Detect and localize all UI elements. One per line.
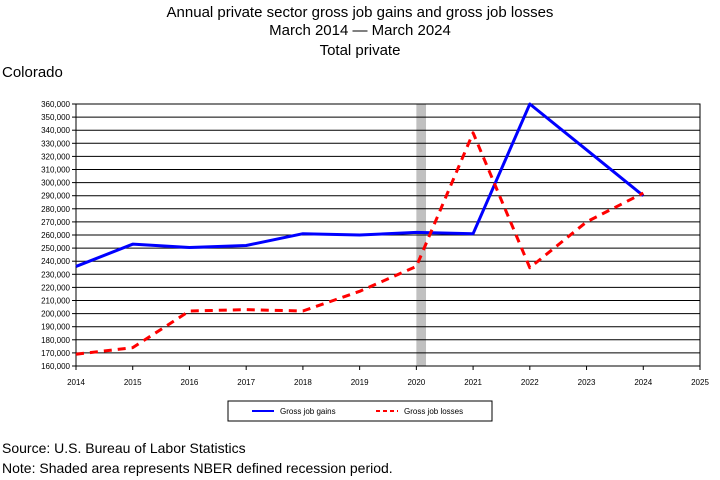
y-tick-label: 340,000 xyxy=(41,126,70,135)
x-tick-label: 2019 xyxy=(351,378,369,387)
y-tick-label: 310,000 xyxy=(41,166,70,175)
x-tick-label: 2015 xyxy=(124,378,142,387)
source-note: Source: U.S. Bureau of Labor Statistics xyxy=(2,440,246,456)
series-line-gross-job-losses xyxy=(75,131,644,356)
x-tick-label: 2020 xyxy=(407,378,425,387)
chart-title: Annual private sector gross job gains an… xyxy=(166,4,554,21)
legend-box xyxy=(227,400,493,422)
x-tick-label: 2024 xyxy=(634,378,652,387)
x-tick-label: 2022 xyxy=(521,378,539,387)
recession-note: Note: Shaded area represents NBER define… xyxy=(2,460,393,476)
y-tick-label: 170,000 xyxy=(41,349,70,358)
y-tick-label: 290,000 xyxy=(41,192,70,201)
chart-subtitle-industry: Total private xyxy=(319,42,401,59)
y-tick-label: 180,000 xyxy=(41,336,70,345)
x-tick-label: 2017 xyxy=(237,378,255,387)
y-tick-label: 230,000 xyxy=(41,270,70,279)
legend-label: Gross job losses xyxy=(404,407,463,416)
y-tick-label: 220,000 xyxy=(41,283,70,292)
y-tick-label: 280,000 xyxy=(41,205,70,214)
y-tick-label: 210,000 xyxy=(41,297,70,306)
chart-subtitle: March 2014 — March 2024 xyxy=(269,22,451,39)
legend-label: Gross job gains xyxy=(280,407,336,416)
x-tick-label: 2021 xyxy=(464,378,482,387)
x-tick-label: 2023 xyxy=(578,378,596,387)
y-tick-label: 200,000 xyxy=(41,310,70,319)
y-tick-label: 350,000 xyxy=(41,113,70,122)
y-tick-label: 270,000 xyxy=(41,218,70,227)
y-tick-label: 320,000 xyxy=(41,152,70,161)
region-label: Colorado xyxy=(2,64,63,81)
y-tick-label: 160,000 xyxy=(41,362,70,371)
x-tick-label: 2016 xyxy=(181,378,199,387)
x-tick-label: 2025 xyxy=(691,378,709,387)
series-line-gross-job-gains xyxy=(75,102,645,268)
y-tick-label: 330,000 xyxy=(41,139,70,148)
y-tick-label: 300,000 xyxy=(41,179,70,188)
y-tick-label: 240,000 xyxy=(41,257,70,266)
x-tick-label: 2014 xyxy=(67,378,85,387)
line-chart: 160,000 170,000 180,000 190,000 200,000 210,0… xyxy=(41,100,709,422)
y-tick-label: 260,000 xyxy=(41,231,70,240)
y-tick-label: 190,000 xyxy=(41,323,70,332)
y-tick-label: 250,000 xyxy=(41,244,70,253)
plot-frame xyxy=(75,103,701,367)
y-tick-label: 360,000 xyxy=(41,100,70,109)
x-tick-label: 2018 xyxy=(294,378,312,387)
